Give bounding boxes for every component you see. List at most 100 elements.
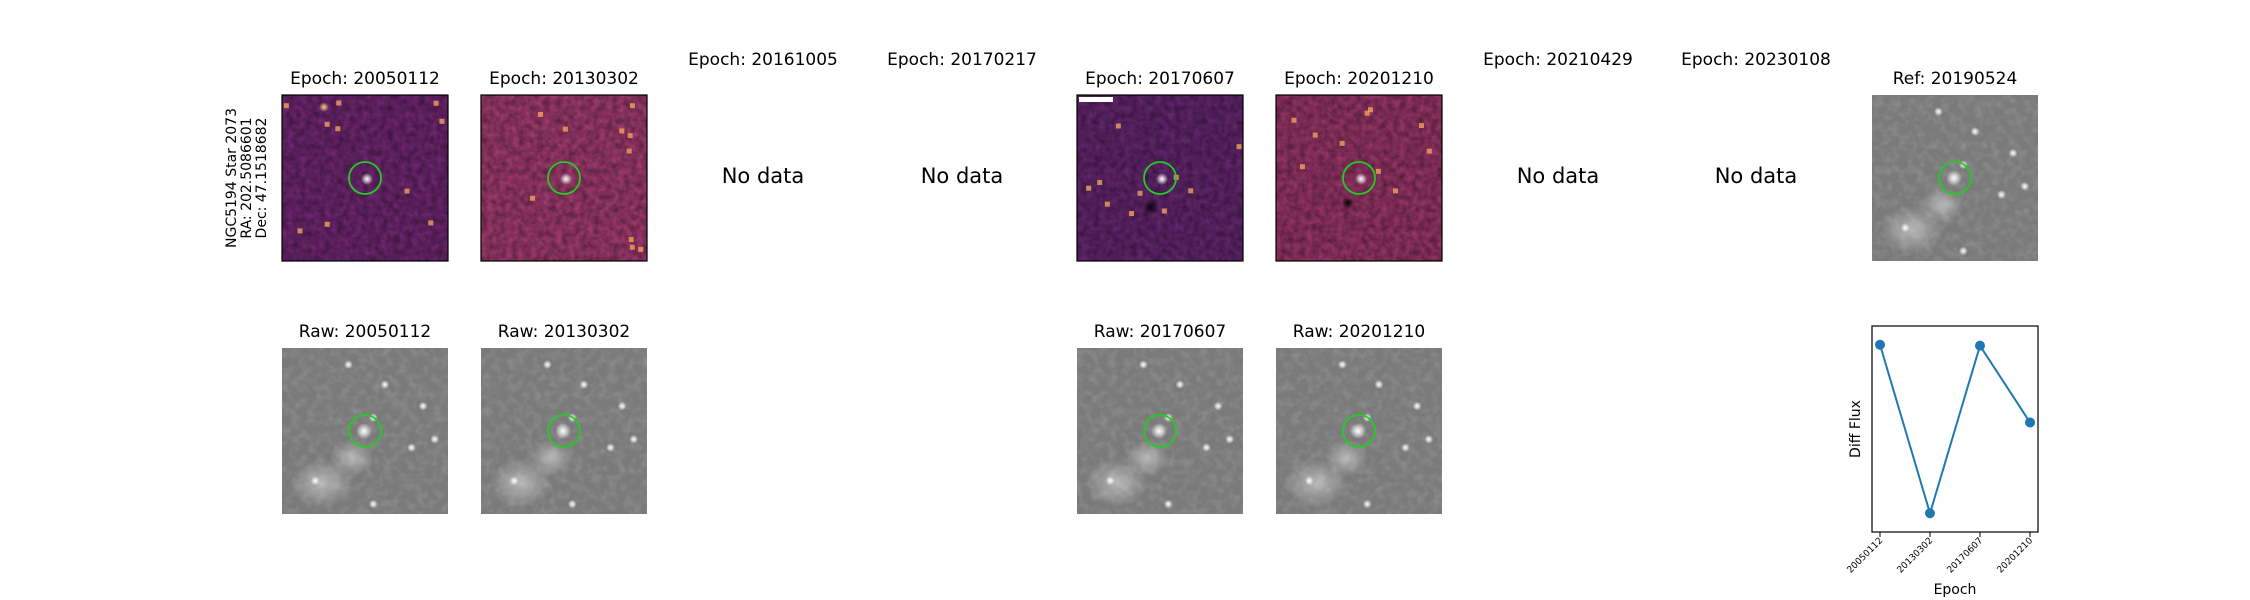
field-star (1374, 380, 1384, 390)
diff-speckle (538, 111, 544, 117)
diff-flux-plot: 20050112 20130302 20170607 20201210 Epoch Dif… (1846, 325, 2039, 598)
field-star (617, 401, 627, 411)
field-star (579, 380, 589, 390)
target-star (555, 423, 571, 439)
data-point (2025, 417, 2035, 428)
diff-speckle (562, 126, 568, 132)
epoch-title: Epoch: 20170217 (887, 50, 1037, 70)
x-tick-label: 20130302 (1896, 536, 1935, 575)
field-star (1337, 360, 1347, 370)
star-label-ra: RA: 202.5086601 (239, 117, 255, 238)
dark-residual (1143, 199, 1159, 215)
star-label: NGC5194 Star 2073 RA: 202.5086601 Dec: 4… (224, 108, 270, 248)
epoch-title: Epoch: 20170607 (1085, 69, 1235, 89)
diff-speckle (1097, 180, 1103, 186)
data-point (1875, 339, 1885, 350)
galaxy-blob (1125, 440, 1169, 476)
diff-speckle (1393, 188, 1399, 194)
diff-speckle (428, 220, 434, 226)
epoch-title: Epoch: 20201210 (1284, 69, 1434, 89)
galaxy-blob (1324, 440, 1368, 476)
image-edge-mask (1079, 97, 1113, 102)
field-star (1138, 360, 1148, 370)
field-star (1175, 380, 1185, 390)
field-star (1105, 476, 1115, 486)
raw-title: Raw: 20050112 (299, 322, 432, 342)
data-point (1925, 508, 1935, 519)
warm-speckle (319, 102, 329, 112)
diff-speckle (628, 236, 634, 242)
diff-star (1156, 173, 1168, 185)
diff-speckle (626, 148, 632, 154)
diff-speckle (1188, 188, 1194, 194)
diff-speckle (335, 126, 341, 132)
field-star (567, 499, 577, 509)
field-star (1970, 127, 1980, 137)
field-star (1933, 107, 1943, 117)
galaxy-blob (1920, 187, 1964, 223)
field-star (406, 443, 416, 453)
target-star (1350, 423, 1366, 439)
epoch-title: Epoch: 20161005 (688, 50, 838, 70)
star-label-name: NGC5194 Star 2073 (224, 108, 240, 248)
diff-image-4 (1076, 94, 1244, 262)
diff-speckle (1291, 117, 1297, 123)
galaxy-blob (330, 440, 374, 476)
field-star (2020, 181, 2030, 191)
target-circle (1342, 414, 1376, 448)
raw-image-0 (282, 348, 448, 514)
data-point (1975, 340, 1985, 351)
epoch-title: Epoch: 20130302 (489, 69, 639, 89)
field-star (1163, 499, 1173, 509)
diff-star (1355, 173, 1367, 185)
field-star (509, 476, 519, 486)
diff-image-frame (1275, 94, 1443, 262)
epoch-title: Epoch: 20230108 (1681, 50, 1831, 70)
field-star (380, 380, 390, 390)
diff-speckle (1375, 168, 1381, 174)
field-star (2008, 148, 2018, 158)
no-data-label: No data (722, 164, 805, 188)
diff-speckle (324, 121, 330, 127)
field-star (1225, 434, 1235, 444)
x-tick-label: 20050112 (1846, 536, 1885, 575)
diff-speckle (638, 246, 644, 252)
target-circle (1143, 161, 1177, 195)
target-star (356, 423, 372, 439)
field-star (418, 401, 428, 411)
target-circle (1938, 161, 1972, 195)
no-data-label: No data (921, 164, 1004, 188)
diff-speckle (1086, 185, 1092, 191)
reference-image-ref (1872, 95, 2038, 261)
reference-title: Ref: 20190524 (1893, 69, 2018, 89)
diff-speckle (336, 100, 342, 106)
diff-speckle (404, 188, 410, 194)
diff-image-5 (1275, 94, 1443, 262)
diff-image-frame (1076, 94, 1244, 262)
raw-image-5 (1276, 348, 1442, 514)
field-star (1213, 401, 1223, 411)
target-star (1151, 423, 1167, 439)
field-star (1900, 223, 1910, 233)
raw-image-1 (481, 348, 647, 514)
field-star (629, 434, 639, 444)
dark-residual (1342, 197, 1354, 209)
target-circle (348, 414, 382, 448)
diff-speckle (1115, 123, 1121, 129)
diff-speckle (1161, 208, 1167, 214)
field-star (310, 476, 320, 486)
target-circle (547, 161, 581, 195)
target-circle (348, 161, 382, 195)
diff-speckle (1299, 164, 1305, 170)
diff-speckle (433, 100, 439, 106)
y-axis-label: Diff Flux (1848, 400, 1864, 458)
raw-title: Raw: 20170607 (1094, 322, 1227, 342)
x-axis-label: Epoch (1934, 582, 1977, 598)
no-data-label: No data (1715, 164, 1798, 188)
diff-star (361, 173, 373, 185)
field-star (1424, 434, 1434, 444)
diff-speckle (629, 103, 635, 109)
x-tick-label: 20170607 (1946, 536, 1985, 575)
